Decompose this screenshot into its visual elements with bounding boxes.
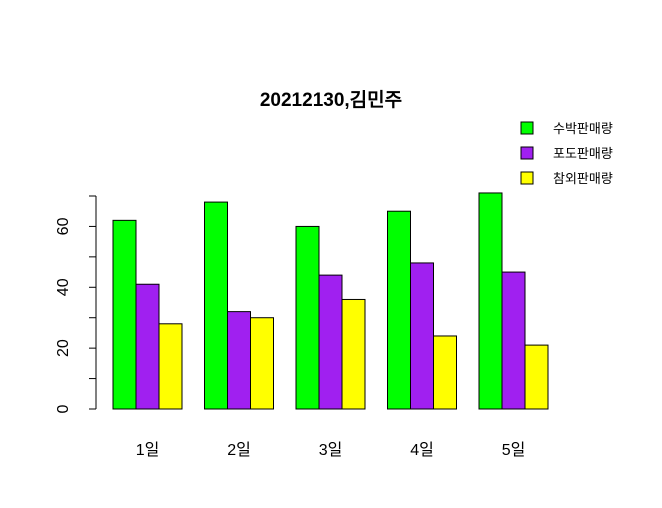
legend-label: 참외판매량 xyxy=(553,172,613,187)
y-axis: 0 20 40 60 xyxy=(55,195,97,413)
y-tick-label: 40 xyxy=(55,278,72,296)
y-tick-label: 60 xyxy=(55,217,72,235)
bar-2-3 xyxy=(250,317,274,410)
bar-3-2 xyxy=(318,274,343,410)
bar-5-3 xyxy=(524,344,549,410)
x-tick-label: 4일 xyxy=(410,441,434,459)
chart-title: 20212130,김민주 xyxy=(260,89,402,111)
legend-swatch xyxy=(520,171,534,185)
bar-2-2 xyxy=(227,311,251,410)
bars xyxy=(112,192,549,410)
bar-5-1 xyxy=(478,192,503,410)
legend-label: 포도판매량 xyxy=(553,147,613,162)
bar-3-1 xyxy=(295,225,320,410)
x-axis-labels: 1일 2일 3일 4일 5일 xyxy=(136,441,526,459)
bar-1-3 xyxy=(158,323,183,410)
y-tick-label: 20 xyxy=(55,339,72,357)
y-tick-label: 0 xyxy=(55,404,72,413)
x-tick-label: 1일 xyxy=(136,441,160,459)
bar-4-3 xyxy=(433,335,457,410)
bar-3-3 xyxy=(341,298,366,410)
bar-2-1 xyxy=(204,201,228,410)
x-tick-label: 3일 xyxy=(319,441,343,459)
legend-swatch xyxy=(520,121,534,135)
x-tick-label: 2일 xyxy=(227,441,251,459)
legend-label: 수박판매량 xyxy=(553,122,613,137)
bar-4-2 xyxy=(410,262,434,410)
legend-swatch xyxy=(520,146,534,160)
x-tick-label: 5일 xyxy=(502,441,526,459)
bar-1-1 xyxy=(112,219,137,410)
bar-5-2 xyxy=(501,271,526,410)
bar-1-2 xyxy=(135,283,160,410)
bar-4-1 xyxy=(387,210,411,410)
